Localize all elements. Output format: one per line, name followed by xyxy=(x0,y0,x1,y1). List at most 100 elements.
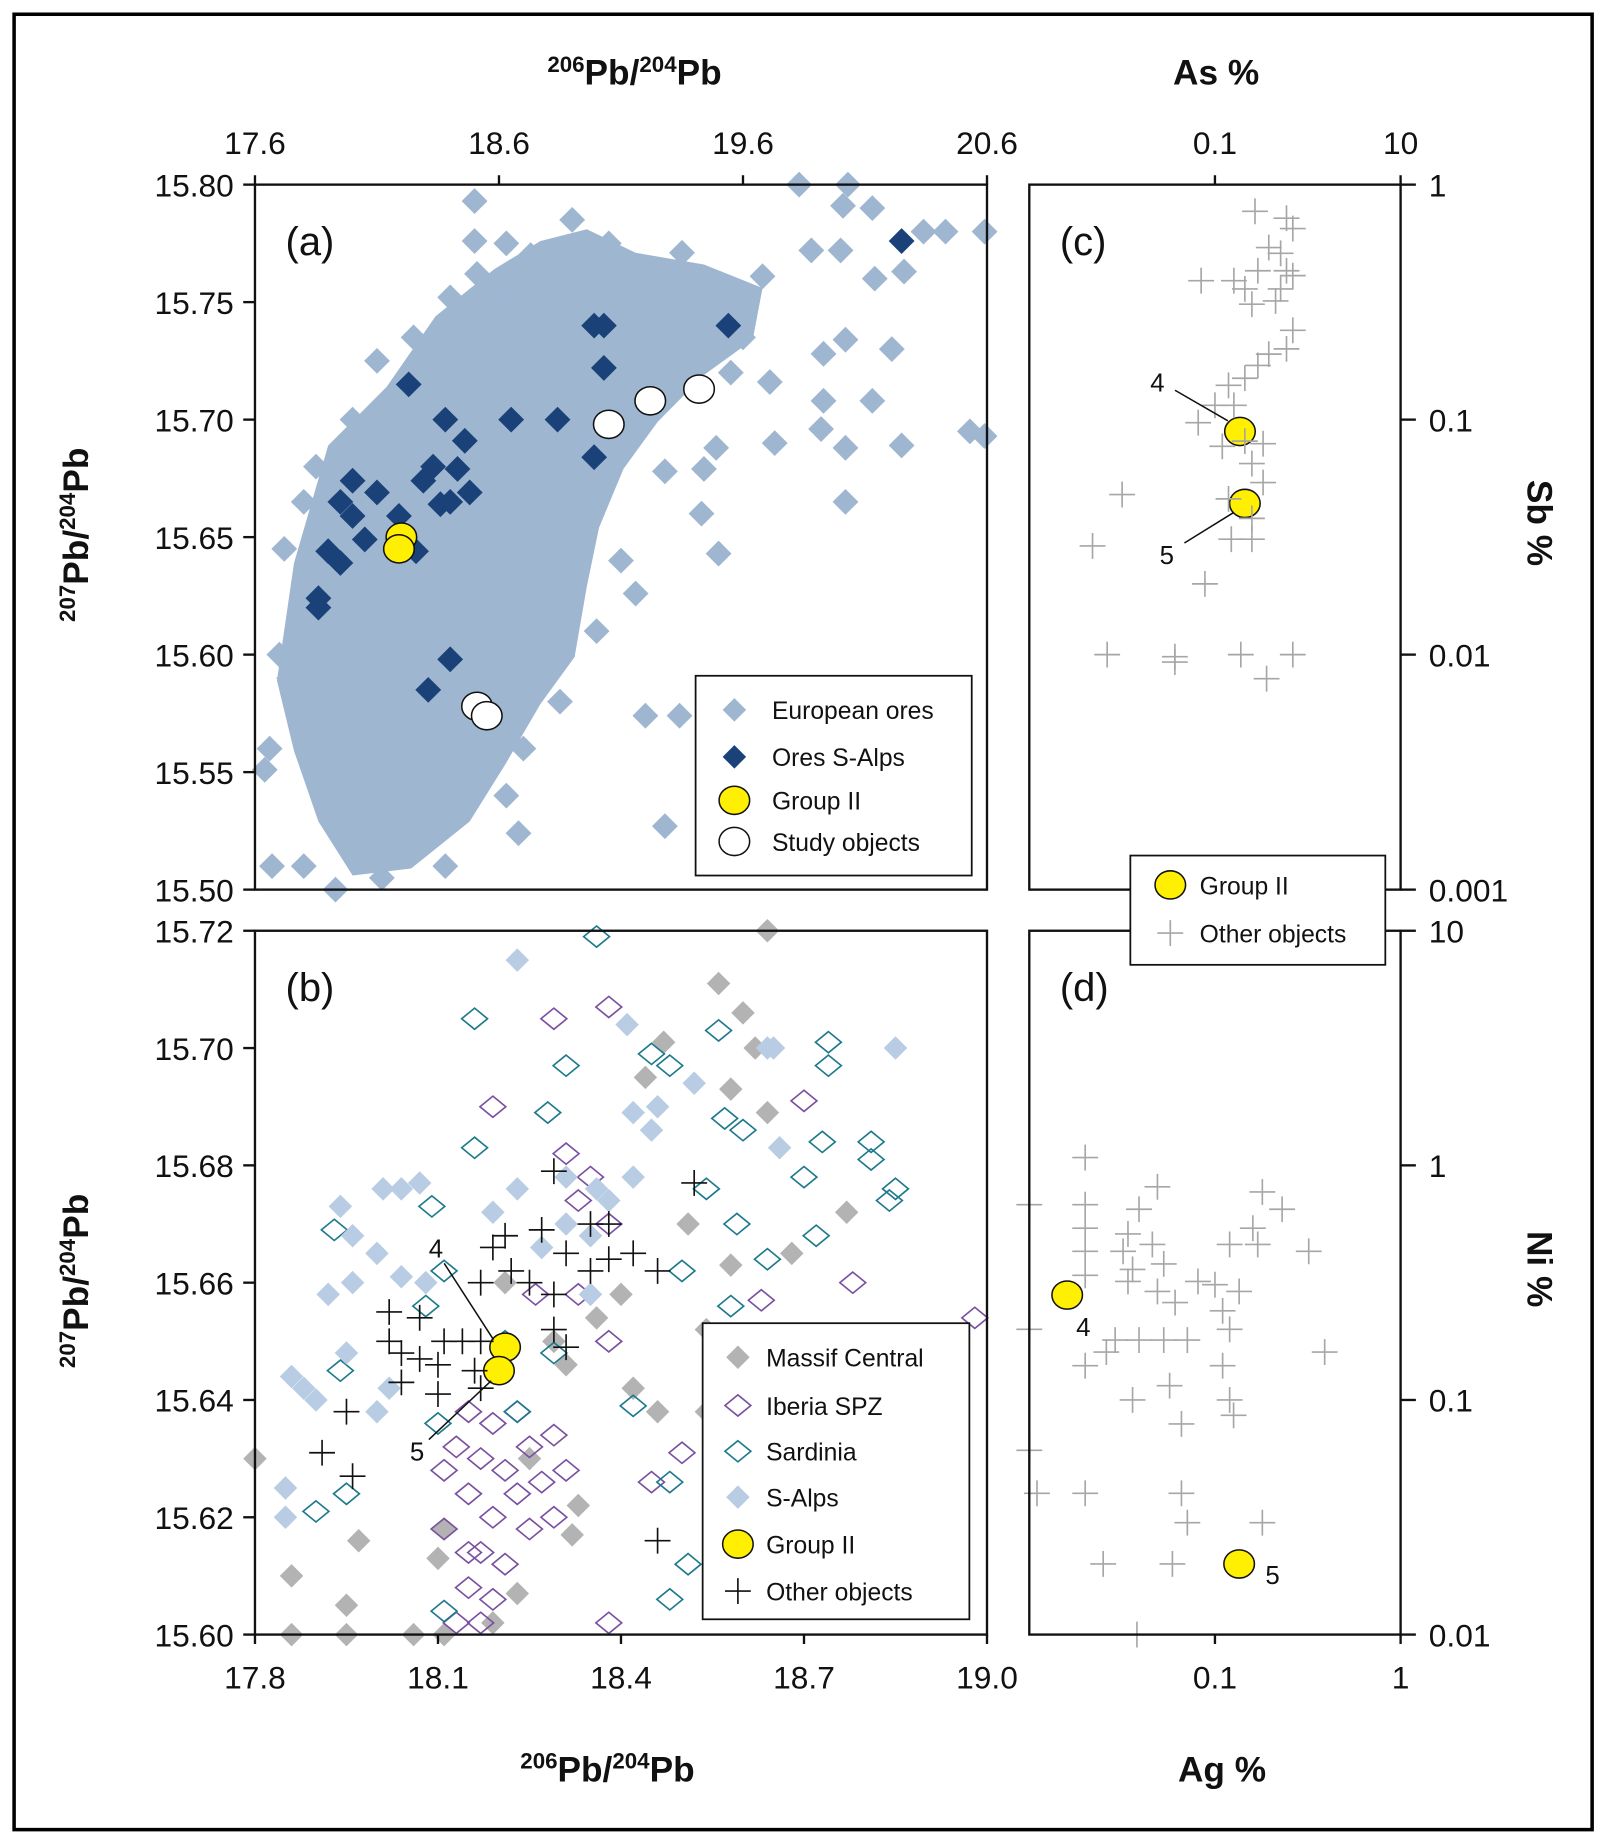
data-point xyxy=(1255,341,1282,368)
data-point xyxy=(316,1282,340,1307)
data-point xyxy=(547,688,573,715)
data-point xyxy=(683,374,716,404)
y-axis-title-c: Sb % xyxy=(1519,480,1558,566)
data-point xyxy=(426,1546,450,1571)
data-point xyxy=(1250,430,1277,457)
y-axis-title-d: Ni % xyxy=(1519,1231,1558,1307)
data-point xyxy=(761,430,788,457)
panel-label: (c) xyxy=(1060,220,1107,264)
data-point xyxy=(881,1177,910,1201)
data-point xyxy=(1119,1256,1146,1283)
data-point xyxy=(1168,1411,1195,1437)
data-point xyxy=(429,1517,459,1541)
data-point xyxy=(651,813,678,840)
annotation-leader-line xyxy=(428,1380,492,1441)
y-tick-label: 15.80 xyxy=(154,167,233,203)
data-point xyxy=(577,1211,604,1237)
data-point xyxy=(490,1458,520,1482)
axis-title-text: Pb/ xyxy=(558,1750,613,1789)
data-point xyxy=(655,1054,685,1078)
data-point xyxy=(327,550,354,576)
y-tick-label: 15.60 xyxy=(154,637,233,673)
data-point xyxy=(682,1071,706,1095)
axis-title-text: Pb xyxy=(677,54,722,93)
data-point xyxy=(584,1306,609,1330)
data-point xyxy=(753,1247,782,1271)
annotation-label: 5 xyxy=(1265,1562,1279,1590)
data-point xyxy=(467,1328,494,1355)
data-point xyxy=(486,277,512,304)
data-point xyxy=(505,948,530,972)
data-point xyxy=(1072,1191,1099,1218)
legend-marker xyxy=(721,1529,754,1559)
data-point xyxy=(801,1224,831,1248)
x-tick-label: 18.6 xyxy=(468,125,530,161)
x-tick-label: 18.7 xyxy=(773,1660,835,1696)
data-point xyxy=(327,488,354,515)
data-point xyxy=(621,1100,645,1125)
data-point xyxy=(767,1136,792,1160)
x-tick-label: 1 xyxy=(1392,1660,1410,1696)
data-point xyxy=(632,300,659,327)
data-point xyxy=(719,1253,743,1277)
data-point xyxy=(1273,257,1300,284)
x-tick-label: 18.4 xyxy=(590,1660,652,1696)
data-point xyxy=(1238,291,1265,318)
data-point xyxy=(1150,1327,1177,1353)
y-tick-label: 15.70 xyxy=(154,1031,233,1067)
data-point xyxy=(1226,1278,1253,1305)
data-point xyxy=(861,265,888,292)
data-point xyxy=(382,534,415,564)
data-point xyxy=(460,1136,489,1160)
y-tick-label: 15.55 xyxy=(154,755,233,791)
data-point xyxy=(810,340,837,367)
annotation-label: 4 xyxy=(1076,1314,1090,1342)
data-point xyxy=(389,1265,414,1289)
data-point xyxy=(1126,1196,1152,1223)
data-point xyxy=(454,1540,483,1565)
data-point xyxy=(498,406,525,433)
data-point xyxy=(466,1540,495,1565)
data-point xyxy=(1150,1251,1177,1277)
data-point xyxy=(808,1130,837,1154)
data-point xyxy=(273,1476,298,1500)
x-axis-title-d: Ag % xyxy=(1178,1750,1266,1789)
data-point xyxy=(406,1345,433,1372)
data-point xyxy=(582,924,611,949)
y-tick-label: 15.50 xyxy=(154,872,233,908)
data-point xyxy=(478,1505,508,1529)
y-tick-label: 15.68 xyxy=(154,1148,233,1184)
data-point xyxy=(1239,1215,1266,1242)
data-point xyxy=(423,1411,453,1436)
axis-title-superscript: 206 xyxy=(520,1749,557,1774)
data-point xyxy=(710,1106,739,1131)
y-tick-label: 0.01 xyxy=(1429,1617,1491,1653)
data-point xyxy=(454,1482,483,1506)
data-point xyxy=(1110,1238,1137,1265)
axis-title-superscript: 207 xyxy=(55,1331,80,1368)
legend-marker xyxy=(718,785,751,816)
data-point xyxy=(761,1036,786,1060)
data-point xyxy=(731,1001,755,1025)
data-point xyxy=(540,1316,567,1343)
data-point xyxy=(454,1400,483,1424)
data-point xyxy=(540,1281,567,1308)
legend-label: Group II xyxy=(772,789,861,816)
data-point xyxy=(365,1399,389,1424)
data-point xyxy=(1094,641,1121,668)
x-axis-title-bottom: 206Pb/204Pb xyxy=(520,1749,694,1790)
data-point xyxy=(279,1564,304,1588)
data-point xyxy=(551,1054,581,1078)
data-point xyxy=(551,1141,581,1166)
data-point xyxy=(1273,335,1300,362)
data-point xyxy=(584,1177,609,1201)
data-point xyxy=(1231,428,1258,455)
data-point xyxy=(432,406,459,433)
data-point xyxy=(566,1493,591,1518)
data-point xyxy=(351,526,378,553)
data-point xyxy=(655,1587,685,1612)
data-point xyxy=(395,371,422,398)
data-point xyxy=(1244,352,1271,379)
data-point xyxy=(388,1369,415,1396)
data-point xyxy=(618,1394,648,1418)
